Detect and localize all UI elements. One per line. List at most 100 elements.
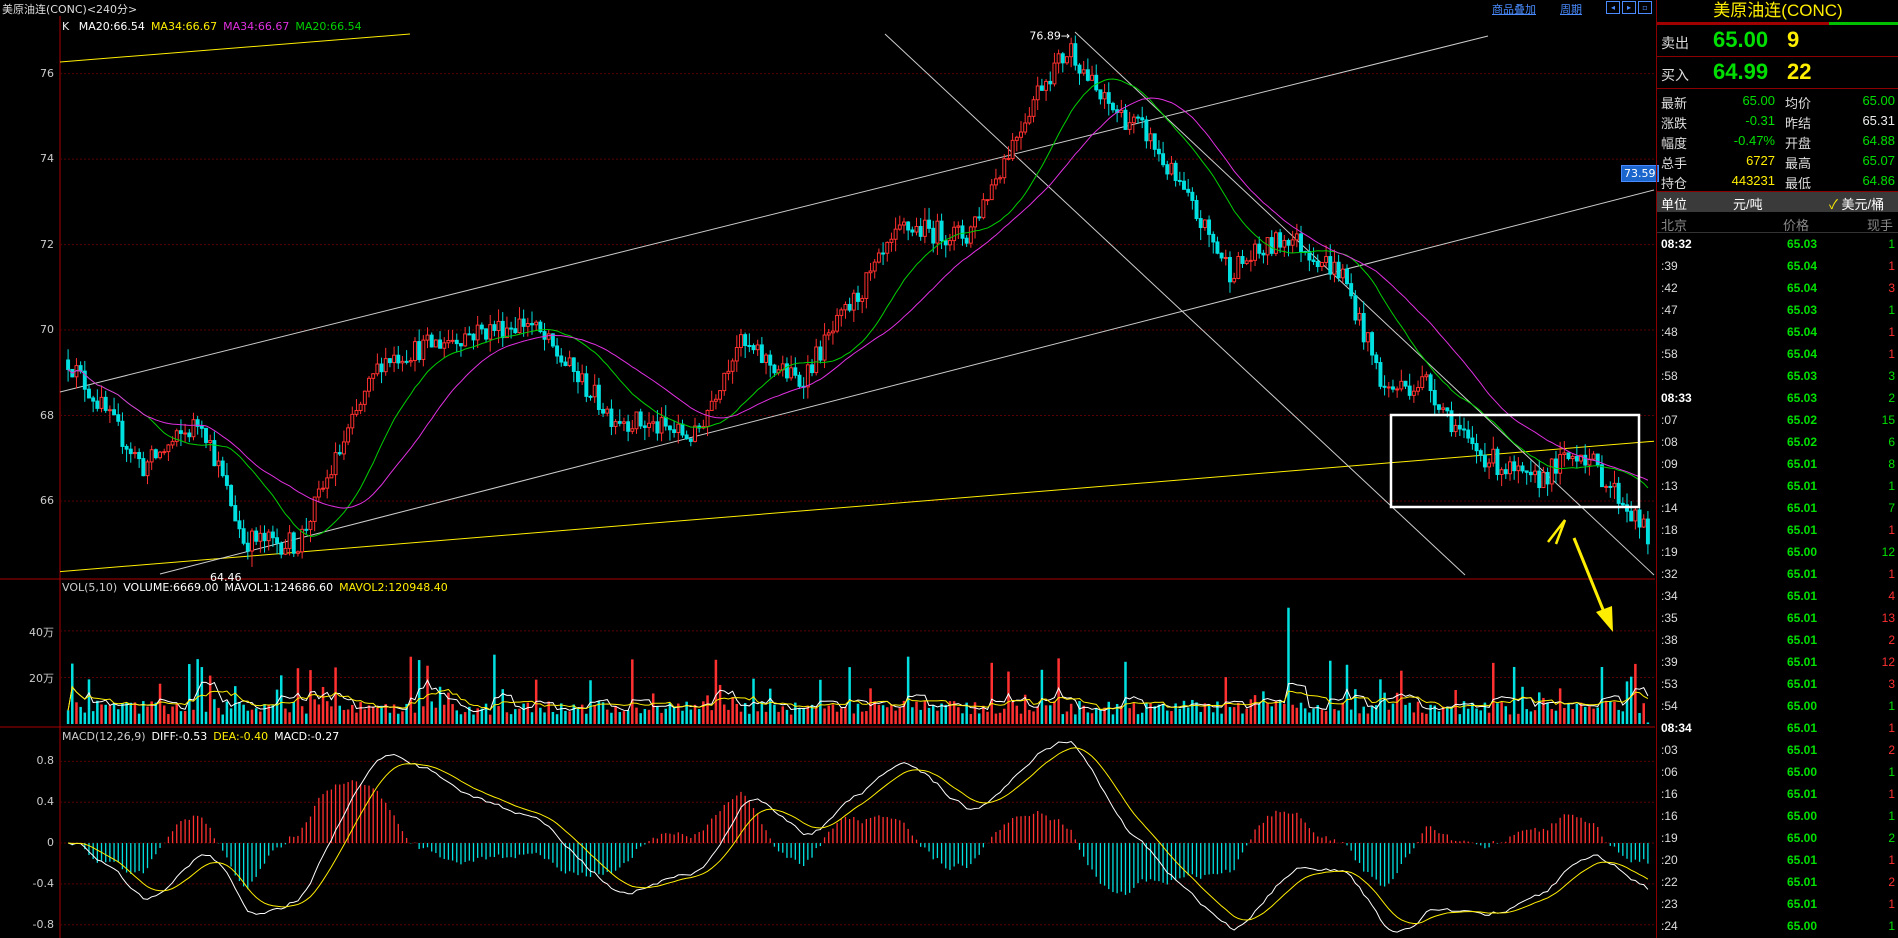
candle-body — [1202, 219, 1207, 229]
candle-body — [1244, 260, 1249, 264]
volume-bar — [1646, 722, 1650, 724]
volume-bar — [723, 704, 726, 724]
volume-bar — [509, 714, 513, 724]
volume-bar — [271, 705, 275, 724]
candle-body — [103, 396, 108, 411]
tick-time: :08 — [1661, 435, 1678, 449]
candle-body — [830, 330, 835, 334]
candle-body — [601, 408, 606, 414]
candle-body — [680, 423, 685, 436]
candle-body — [454, 339, 459, 345]
candle-body — [1090, 74, 1095, 81]
volume-bar — [1329, 660, 1332, 724]
period-button[interactable]: 周期 — [1560, 3, 1582, 16]
price-tag: 73.59 — [1621, 165, 1659, 182]
candle-body — [1290, 239, 1295, 246]
candle-body — [910, 229, 915, 233]
tick-volume: 4 — [1888, 589, 1895, 603]
overlay-button[interactable]: 商品叠加 — [1492, 3, 1536, 16]
volume-bar — [835, 711, 839, 724]
candle-body — [408, 360, 413, 363]
candle-body — [596, 384, 601, 410]
volume-bar — [1558, 688, 1562, 724]
window-left-icon[interactable]: ◂ — [1606, 1, 1620, 14]
volume-bar — [192, 709, 195, 724]
stats-k2: 最低 — [1785, 176, 1812, 191]
candle-body — [484, 328, 488, 340]
tick-volume: 3 — [1888, 677, 1895, 691]
channel-line-lower — [159, 189, 1655, 575]
unit-row[interactable]: 单位 元/吨 ✓ 美元/桶 — [1657, 192, 1898, 212]
candle-body — [726, 370, 731, 374]
volume-bar — [597, 701, 601, 724]
tick-price: 65.03 — [1786, 303, 1817, 317]
candle-body — [383, 358, 388, 373]
candle-body — [392, 354, 397, 364]
stats-row: 涨跌 -0.31 昨结 65.31 — [1657, 111, 1898, 131]
candle-body — [1073, 43, 1078, 66]
candle-body — [906, 221, 911, 231]
volume-bar — [1546, 702, 1549, 724]
candle-body — [709, 400, 714, 411]
volume-bar — [856, 703, 860, 724]
volume-bar — [179, 711, 183, 724]
volume-bar — [865, 711, 868, 724]
kline-legend-item-3: MA20:66.54 — [295, 20, 362, 33]
unit-usd[interactable]: ✓ 美元/桶 — [1829, 194, 1884, 213]
window-restore-icon[interactable]: ▫ — [1638, 1, 1652, 14]
candle-body — [446, 340, 451, 344]
unit-cny[interactable]: 元/吨 — [1733, 197, 1763, 212]
candle-body — [1165, 164, 1170, 175]
candle-body — [220, 460, 225, 477]
volume-bar — [1007, 671, 1010, 724]
candle-body — [739, 334, 743, 349]
volume-bar — [338, 705, 342, 724]
volume-bar — [647, 709, 651, 724]
volume-bar — [288, 712, 291, 724]
volume-bar — [1370, 706, 1374, 724]
candle-body — [1395, 388, 1400, 391]
candle-body — [876, 252, 881, 263]
candle-body — [1044, 80, 1049, 91]
volume-bar — [1609, 701, 1612, 724]
window-right-icon[interactable]: ▸ — [1622, 1, 1636, 14]
volume-bar — [505, 712, 509, 724]
candle-body — [513, 328, 518, 334]
candle-body — [1035, 85, 1040, 101]
volume-bar — [1337, 710, 1340, 724]
check-icon: ✓ — [1829, 197, 1838, 212]
volume-bar — [697, 709, 701, 724]
unit-label: 单位 — [1661, 197, 1688, 212]
arrow-down-shaft — [1572, 537, 1610, 623]
macd-tick-label: -0.8 — [32, 917, 54, 931]
candle-body — [843, 303, 848, 311]
volume-bar — [1592, 708, 1595, 724]
candle-body — [1436, 404, 1441, 410]
kline-chart-svg[interactable]: 76.89→ 64.46 — [0, 0, 1655, 938]
volume-bar — [392, 704, 396, 724]
volume-bar — [1053, 701, 1056, 724]
candle-body — [1524, 470, 1529, 473]
candle-body — [1482, 454, 1487, 468]
volume-bar — [1308, 712, 1311, 724]
chart-area[interactable]: 76.89→ 64.46 美原油连(CONC)<240分> 商品叠加 周期 ◂ ▸… — [0, 0, 1659, 938]
volume-bar — [1529, 711, 1533, 724]
volume-bar — [681, 710, 684, 724]
candle-body — [784, 363, 789, 379]
candle-body — [99, 396, 104, 409]
ticks-list[interactable]: 08:32 65.03 1:39 65.04 1:42 65.04 3:47 65.03 1:4… — [1657, 233, 1898, 937]
volume-bar — [1600, 666, 1604, 724]
candle-body — [128, 448, 133, 455]
sell-price: 65.00 — [1713, 27, 1769, 52]
volume-bar — [1512, 666, 1516, 724]
volume-bar — [1408, 702, 1411, 724]
candle-body — [1311, 259, 1316, 263]
volume-bar — [651, 693, 655, 724]
candle-body — [500, 320, 505, 339]
volume-bar — [1450, 706, 1453, 724]
volume-bar — [430, 701, 433, 724]
candle-body — [475, 324, 480, 341]
candle-body — [1558, 454, 1563, 474]
tick-row: 08:34 65.01 1 — [1657, 717, 1898, 739]
volume-bar — [789, 714, 793, 724]
